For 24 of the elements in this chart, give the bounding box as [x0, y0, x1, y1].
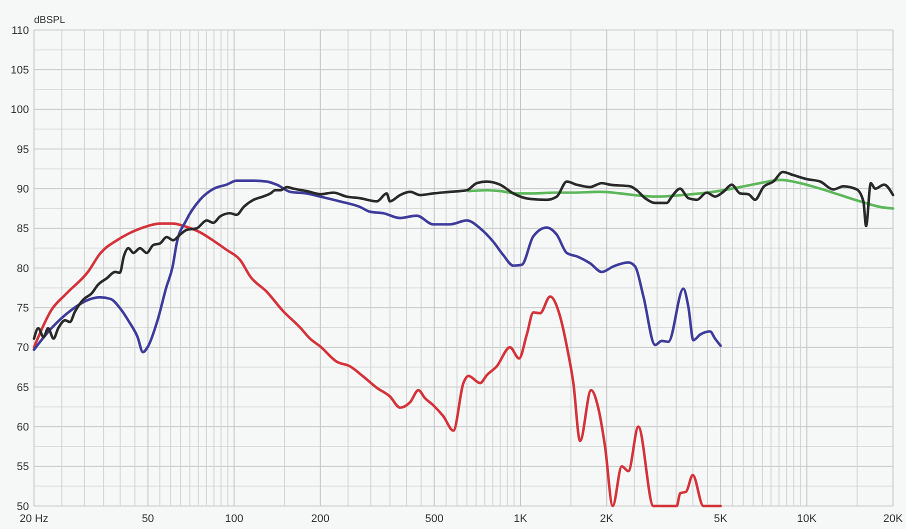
x-tick-label: 2K — [600, 513, 614, 525]
x-tick-label: 5K — [714, 513, 728, 525]
x-tick-label: 1K — [514, 513, 528, 525]
y-tick-label: 105 — [10, 64, 29, 77]
y-tick-label: 70 — [16, 342, 29, 354]
y-tick-label: 65 — [16, 382, 29, 394]
y-tick-label: 50 — [16, 500, 29, 513]
y-tick-label: 60 — [16, 422, 29, 434]
y-tick-label: 90 — [16, 184, 29, 196]
y-tick-label: 95 — [16, 144, 29, 156]
y-tick-label: 55 — [16, 461, 29, 474]
x-tick-label: 20K — [883, 513, 904, 525]
x-tick-label: 10K — [797, 513, 818, 525]
x-tick-label: 20 Hz — [20, 513, 48, 525]
y-tick-label: 75 — [16, 302, 29, 315]
y-tick-label: 85 — [16, 223, 29, 236]
y-axis-title: dBSPL — [34, 15, 66, 26]
x-tick-label: 500 — [425, 513, 444, 525]
x-tick-label: 50 — [142, 513, 154, 525]
x-tick-label: 100 — [224, 513, 244, 525]
x-tick-label: 200 — [311, 513, 330, 525]
y-tick-label: 100 — [10, 104, 29, 116]
y-tick-label: 110 — [11, 24, 29, 37]
y-tick-label: 80 — [16, 262, 29, 275]
